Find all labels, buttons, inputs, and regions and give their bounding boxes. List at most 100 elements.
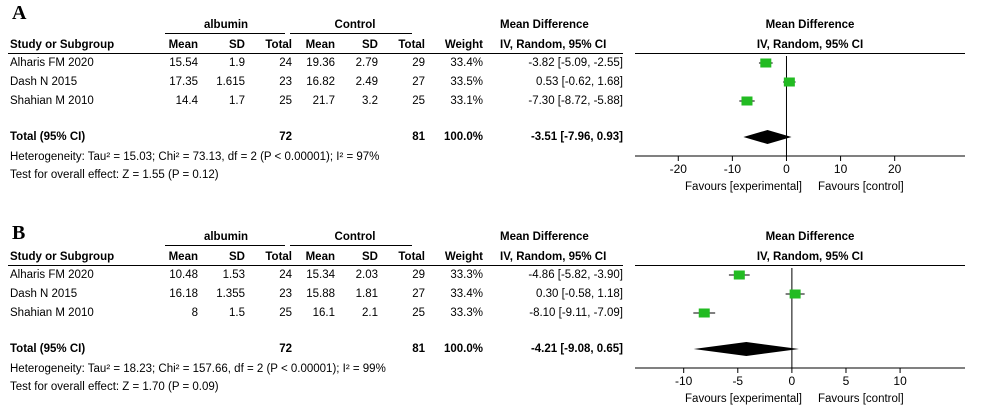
study-name: Shahian M 2010	[10, 95, 94, 107]
x-tick-label: -20	[670, 162, 688, 176]
study-total-1: 24	[279, 57, 292, 69]
col-mean-1: Mean	[168, 39, 198, 51]
panel-label: B	[12, 222, 26, 244]
study-sd-1: 1.615	[216, 76, 245, 88]
x-tick-label: 5	[843, 374, 850, 388]
study-ci: 0.30 [-0.58, 1.18]	[536, 288, 623, 300]
overall-effect-text: Test for overall effect: Z = 1.70 (P = 0…	[10, 381, 219, 393]
favours-left: Favours [experimental]	[685, 393, 802, 405]
col-weight: Weight	[444, 251, 483, 263]
heterogeneity-text: Heterogeneity: Tau² = 18.23; Chi² = 157.…	[10, 363, 386, 375]
col-mean-2: Mean	[305, 39, 335, 51]
study-mean-1: 15.54	[169, 57, 198, 69]
md-subtitle: IV, Random, 95% CI	[500, 39, 607, 51]
study-mean-2: 19.36	[306, 57, 335, 69]
col-sd-2: SD	[362, 39, 378, 51]
study-mean-2: 21.7	[312, 95, 335, 107]
header-rule	[8, 53, 623, 54]
col-weight: Weight	[444, 39, 483, 51]
study-marker	[741, 96, 753, 106]
plot-header-rule	[635, 265, 965, 266]
forest-plot-svg: -20 -10 0 10 20	[635, 56, 965, 176]
col-mean-2: Mean	[305, 251, 335, 263]
col-study: Study or Subgroup	[10, 39, 115, 51]
total-n-1: 72	[279, 131, 292, 143]
study-mean-2: 16.82	[306, 76, 335, 88]
col-total-1: Total	[265, 39, 292, 51]
md-title: Mean Difference	[500, 231, 589, 243]
total-n-1: 72	[279, 343, 292, 355]
group1-header: albumin	[203, 19, 249, 31]
study-total-2: 29	[412, 57, 425, 69]
study-sd-2: 2.03	[355, 269, 378, 281]
study-weight: 33.4%	[450, 288, 483, 300]
x-tick-label: -10	[675, 374, 693, 388]
study-mean-2: 15.34	[306, 269, 335, 281]
md-subtitle: IV, Random, 95% CI	[500, 251, 607, 263]
study-ci: -4.86 [-5.82, -3.90]	[528, 269, 623, 281]
forest-plot-svg: -10 -5 0 5 10	[635, 268, 965, 388]
study-total-1: 25	[279, 95, 292, 107]
col-total-2: Total	[398, 251, 425, 263]
col-total-2: Total	[398, 39, 425, 51]
heterogeneity-text: Heterogeneity: Tau² = 15.03; Chi² = 73.1…	[10, 151, 380, 163]
study-sd-2: 2.1	[362, 307, 378, 319]
overall-effect-text: Test for overall effect: Z = 1.55 (P = 0…	[10, 169, 219, 181]
study-total-1: 23	[279, 288, 292, 300]
study-total-2: 29	[412, 269, 425, 281]
col-total-1: Total	[265, 251, 292, 263]
study-mean-2: 15.88	[306, 288, 335, 300]
plot-subtitle: IV, Random, 95% CI	[756, 251, 864, 263]
study-marker	[783, 77, 795, 87]
study-sd-2: 1.81	[355, 288, 378, 300]
study-name: Alharis FM 2020	[10, 57, 94, 69]
total-n-2: 81	[412, 343, 425, 355]
study-marker	[733, 270, 745, 280]
study-sd-1: 1.9	[229, 57, 245, 69]
col-sd-2: SD	[362, 251, 378, 263]
group1-header: albumin	[203, 231, 249, 243]
x-tick-label: 20	[888, 162, 902, 176]
col-study: Study or Subgroup	[10, 251, 115, 263]
study-sd-1: 1.355	[216, 288, 245, 300]
x-tick-label: 0	[783, 162, 790, 176]
x-tick-label: -5	[732, 374, 743, 388]
plot-header-rule	[635, 53, 965, 54]
group2-header: Control	[334, 231, 376, 243]
study-ci: -8.10 [-9.11, -7.09]	[529, 307, 623, 319]
panel-label: A	[12, 2, 27, 24]
study-sd-1: 1.5	[229, 307, 245, 319]
study-ci: -7.30 [-8.72, -5.88]	[528, 95, 623, 107]
study-name: Dash N 2015	[10, 76, 78, 88]
x-tick-label: -10	[724, 162, 742, 176]
total-weight: 100.0%	[443, 131, 483, 143]
col-sd-1: SD	[229, 39, 245, 51]
study-sd-2: 2.49	[355, 76, 378, 88]
forest-plot-panel-a: A albumin Control Mean Difference Mean D…	[0, 0, 1000, 200]
col-mean-1: Mean	[168, 251, 198, 263]
study-name: Dash N 2015	[10, 288, 78, 300]
study-weight: 33.4%	[450, 57, 483, 69]
study-mean-1: 8	[191, 307, 198, 319]
favours-right: Favours [control]	[818, 181, 904, 193]
group1-underline	[165, 245, 285, 246]
study-total-2: 27	[412, 288, 425, 300]
total-ci: -3.51 [-7.96, 0.93]	[530, 131, 623, 143]
group2-underline	[290, 33, 412, 34]
study-marker	[789, 289, 801, 299]
study-sd-2: 2.79	[355, 57, 378, 69]
study-total-2: 27	[412, 76, 425, 88]
study-mean-1: 16.18	[169, 288, 198, 300]
study-marker	[698, 308, 710, 318]
total-weight: 100.0%	[443, 343, 483, 355]
total-ci: -4.21 [-9.08, 0.65]	[530, 343, 623, 355]
study-weight: 33.1%	[450, 95, 483, 107]
study-mean-1: 10.48	[169, 269, 198, 281]
study-total-2: 25	[412, 307, 425, 319]
pooled-diamond	[743, 130, 792, 144]
plot-title: Mean Difference	[765, 231, 855, 243]
study-total-1: 24	[279, 269, 292, 281]
header-rule	[8, 265, 623, 266]
study-mean-1: 14.4	[175, 95, 198, 107]
study-name: Shahian M 2010	[10, 307, 94, 319]
